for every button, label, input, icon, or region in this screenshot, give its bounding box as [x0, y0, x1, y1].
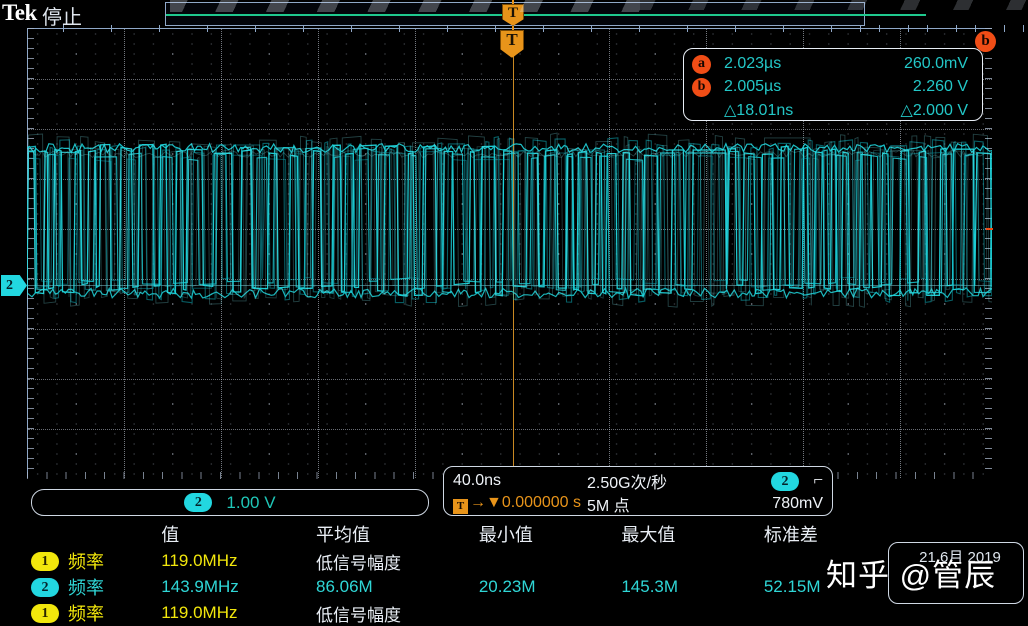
header-value: 值	[161, 525, 180, 545]
header-minimum: 最小值	[478, 525, 533, 545]
sample-rate: 2.50G次/秒	[587, 474, 668, 492]
timebase-row-bottom: T →▼0.000000 s 5M 点 780mV	[453, 492, 823, 515]
cursor-b-badge-cell: b	[692, 77, 724, 97]
trigger-source-cell: 2 ⌐	[727, 470, 823, 491]
cursor-b-time: 2.005µs	[724, 77, 782, 95]
vertical-scale-channel-badge[interactable]: 2	[184, 493, 213, 512]
cursor-a-badge-cell: a	[692, 54, 724, 74]
timebase-row-top: 40.0ns 2.50G次/秒 2 ⌐	[453, 469, 823, 492]
waveform-trace	[27, 149, 992, 290]
measurement-header-row: 值 平均值 最小值 最大值 标准差	[31, 521, 886, 548]
waveform-trace	[27, 286, 992, 300]
cursor-readout-panel: a 2.023µs 260.0mV b 2.005µs 2.260 V △18.…	[683, 48, 983, 121]
overview-trace-line	[166, 14, 926, 16]
cursor-delta-time: △18.01ns	[724, 101, 794, 119]
measurement-minimum	[479, 600, 622, 626]
cursor-a-voltage: 260.0mV	[903, 54, 968, 72]
overview-ruler-left	[63, 25, 1028, 32]
measurement-channel-badge[interactable]: 1	[31, 603, 59, 623]
measurement-name: 频率	[68, 604, 104, 624]
waveform-trace	[27, 145, 992, 294]
record-length: 5M 点	[587, 497, 630, 515]
measurement-minimum: 20.23M	[478, 577, 536, 596]
cursor-delta-voltage: △2.000 V	[900, 101, 968, 119]
measurement-channel-badge[interactable]: 1	[31, 551, 59, 571]
vertical-scale-value: 1.00 V	[226, 492, 276, 512]
header-source	[31, 521, 161, 548]
waveform-trace	[27, 143, 992, 297]
cursor-b-voltage: 2.260 V	[912, 77, 968, 95]
overview-ruler-right	[860, 25, 1028, 32]
timebase-bar[interactable]: 40.0ns 2.50G次/秒 2 ⌐ T →▼0.000000 s 5M 点 7…	[443, 466, 833, 516]
acquisition-state-label: 停止	[42, 7, 82, 29]
header-maximum: 最大值	[621, 525, 676, 545]
trigger-level: 780mV	[772, 494, 823, 512]
measurement-source[interactable]: 1 频率	[31, 600, 161, 626]
channel2-ground-line	[27, 285, 992, 286]
trigger-badge-icon: T	[453, 498, 468, 514]
vertical-scale-bar[interactable]: 2 1.00 V	[31, 489, 429, 516]
measurement-row[interactable]: 1 频率 119.0MHz 低信号幅度	[31, 600, 886, 626]
measurement-average: 低信号幅度	[315, 605, 401, 625]
trigger-slope-icon: ⌐	[813, 470, 823, 489]
trigger-position-value: 0.000000 s	[501, 493, 582, 511]
channel2-waveform	[27, 132, 992, 308]
measurement-stddev	[764, 600, 886, 626]
cursor-a-time: 2.023µs	[724, 54, 782, 72]
watermark-text: 知乎 @管辰	[826, 558, 997, 593]
cursor-a-badge: a	[692, 54, 711, 74]
measurement-row[interactable]: 1 频率 119.0MHz 低信号幅度	[31, 548, 886, 574]
header-stddev: 标准差	[763, 525, 818, 545]
measurement-value: 119.0MHz	[161, 551, 238, 570]
time-per-division: 40.0ns	[453, 471, 502, 489]
measurement-maximum	[621, 600, 764, 626]
vertical-ruler-left	[27, 28, 34, 478]
measurement-row[interactable]: 2 频率 143.9MHz 86.06M 20.23M 145.3M 52.15M	[31, 574, 886, 600]
vertical-ruler-right	[985, 28, 992, 478]
header-average: 平均值	[315, 525, 370, 545]
date-time-value: 21 6月 2019	[919, 549, 1001, 566]
waveform-layer	[27, 28, 992, 478]
cursor-readout-row-a: a 2.023µs 260.0mV	[692, 52, 974, 75]
measurement-average: 86.06M	[315, 577, 373, 596]
measurement-channel-badge[interactable]: 2	[31, 577, 59, 597]
measurement-name: 频率	[68, 578, 104, 598]
measurement-maximum: 145.3M	[621, 577, 679, 596]
measurement-value: 143.9MHz	[161, 577, 239, 596]
date-time-box	[888, 542, 1024, 604]
waveform-trace	[27, 132, 992, 308]
cursor-readout-row-delta: △18.01ns △2.000 V	[692, 98, 974, 121]
measurement-name: 频率	[68, 552, 104, 572]
measurement-source[interactable]: 1 频率	[31, 548, 161, 574]
cursor-b-badge: b	[692, 77, 711, 97]
measurement-maximum	[621, 548, 764, 574]
tek-brand-logo: Tek	[2, 0, 37, 25]
waveform-trace	[27, 149, 992, 159]
trigger-arrow-icon: →▼	[470, 493, 502, 511]
cursor-readout-row-b: b 2.005µs 2.260 V	[692, 75, 974, 98]
measurement-table: 值 平均值 最小值 最大值 标准差 1 频率 119.0MHz 低信号幅度 2 频率 143…	[31, 521, 886, 625]
measurement-average: 低信号幅度	[315, 553, 401, 573]
measurement-source[interactable]: 2 频率	[31, 574, 161, 600]
channel2-ground-marker[interactable]: 2	[1, 275, 27, 296]
measurement-minimum	[479, 548, 622, 574]
trigger-source-badge[interactable]: 2	[770, 472, 799, 491]
measurement-stddev: 52.15M	[763, 577, 821, 596]
waveform-trace	[27, 136, 992, 304]
trigger-marker-overview[interactable]: T	[502, 4, 524, 26]
cursor-b-marker[interactable]: b	[975, 31, 996, 52]
cursor-a-tick[interactable]	[986, 228, 993, 230]
waveform-trace	[27, 143, 992, 301]
trigger-position-cell: T →▼0.000000 s	[453, 494, 587, 514]
measurement-value: 119.0MHz	[161, 603, 238, 622]
